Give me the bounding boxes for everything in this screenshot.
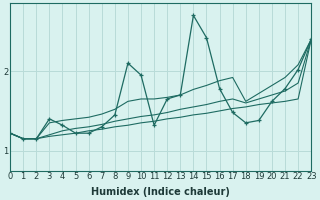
X-axis label: Humidex (Indice chaleur): Humidex (Indice chaleur) [91,187,230,197]
